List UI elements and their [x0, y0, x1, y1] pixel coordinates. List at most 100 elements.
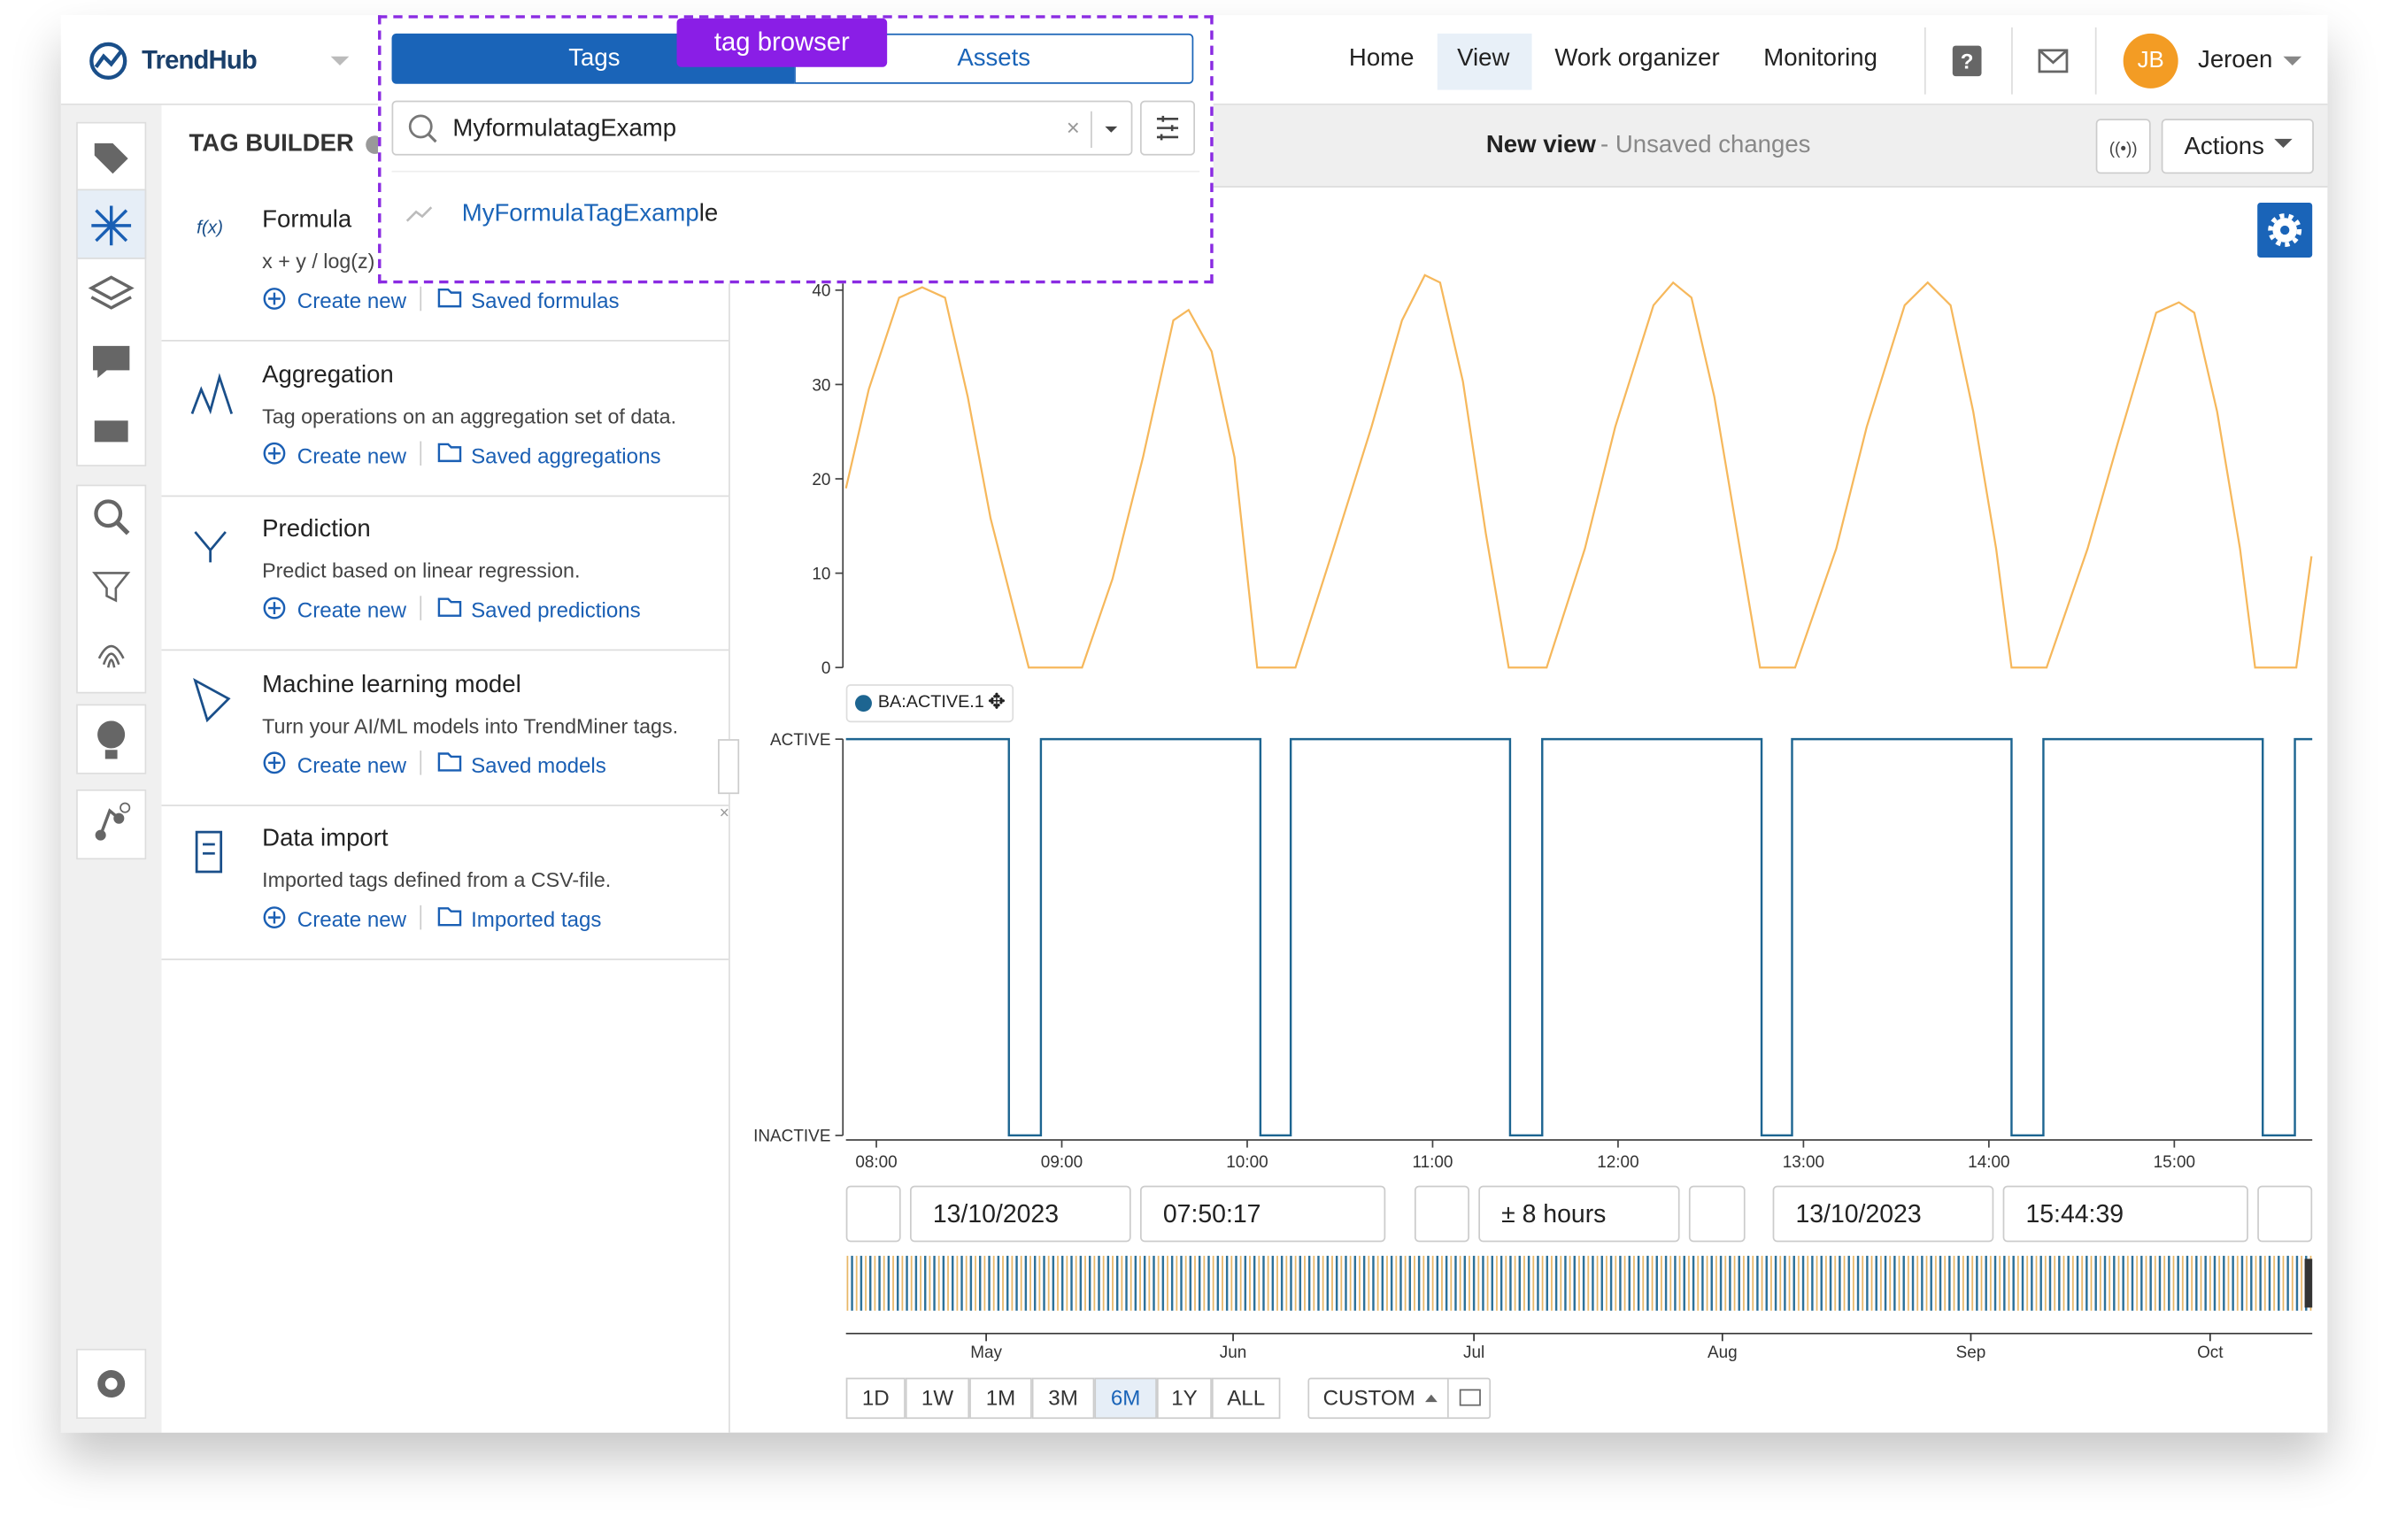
folder-icon	[437, 597, 462, 617]
x-tick-label: 09:00	[1041, 1153, 1083, 1172]
saved-link[interactable]: Saved models	[471, 751, 606, 777]
create-link[interactable]: Create new	[297, 906, 407, 932]
start-time-text[interactable]: 07:50:17	[1162, 1200, 1261, 1228]
y-tick-label: 0	[821, 659, 831, 678]
legend-dot	[855, 695, 872, 712]
item-separator	[161, 339, 729, 342]
prev-button[interactable]	[845, 1185, 901, 1243]
overview-month: Jul	[1463, 1344, 1484, 1362]
range-button[interactable]: 1D	[845, 1377, 906, 1420]
range-button[interactable]: 6M	[1094, 1377, 1157, 1420]
view-title: New view	[1485, 132, 1596, 159]
rail-button[interactable]	[76, 789, 147, 860]
nav-highlight	[1437, 33, 1532, 90]
panel-close[interactable]: ×	[719, 805, 729, 823]
nav-item[interactable]: Monitoring	[1763, 45, 1877, 72]
panel-resize-handle[interactable]	[718, 739, 740, 795]
y-tick-label: ACTIVE	[770, 731, 830, 750]
chart-button[interactable]	[1414, 1185, 1469, 1243]
saved-link[interactable]: Saved formulas	[471, 288, 620, 312]
rail-icons	[88, 142, 135, 1398]
live-button[interactable]: ((•))	[2095, 119, 2151, 174]
end-date-text[interactable]: 13/10/2023	[1795, 1200, 1922, 1228]
start-date-text[interactable]: 13/10/2023	[932, 1200, 1060, 1228]
actions-button[interactable]	[2161, 119, 2314, 174]
tab-label[interactable]: Assets	[957, 45, 1031, 72]
x-tick-label: 10:00	[1226, 1153, 1268, 1172]
actions-label[interactable]: Actions	[2184, 134, 2264, 160]
item-separator	[161, 959, 729, 960]
logo-icon	[89, 42, 127, 80]
item-description: Turn your AI/ML models into TrendMiner t…	[262, 713, 679, 737]
item-icon	[190, 373, 234, 415]
rail-button[interactable]	[76, 704, 147, 774]
user-name[interactable]: Jeroen	[2198, 47, 2273, 73]
search-input[interactable]: MyformulatagExamp	[452, 115, 677, 142]
y-tick-label: 20	[812, 471, 830, 489]
formula-icon: f(x)	[197, 216, 223, 238]
nav-item[interactable]: View	[1457, 45, 1510, 72]
item-description: x + y / log(z)	[262, 250, 375, 273]
search-box[interactable]	[391, 100, 1133, 156]
item-description: Tag operations on an aggregation set of …	[262, 404, 677, 428]
result-label[interactable]: MyFormulaTagExample	[462, 201, 718, 228]
caret[interactable]	[329, 53, 351, 68]
next-button[interactable]	[2257, 1185, 2313, 1243]
end-time-text[interactable]: 15:44:39	[2025, 1200, 2124, 1228]
x-tick-label: 14:00	[1968, 1153, 2009, 1172]
y-tick-label: 40	[812, 282, 830, 301]
overview-month: May	[970, 1344, 1002, 1362]
custom-label[interactable]: CUSTOM	[1322, 1385, 1415, 1410]
saved-link[interactable]: Saved predictions	[471, 597, 641, 622]
range-box[interactable]	[1478, 1185, 1680, 1243]
range-button[interactable]: 1W	[905, 1377, 970, 1420]
create-link[interactable]: Create new	[297, 597, 407, 622]
start-date[interactable]	[909, 1185, 1131, 1243]
item-links-icons	[263, 905, 462, 930]
svg-text:((•)): ((•))	[2109, 140, 2138, 158]
range-button[interactable]: ALL	[1211, 1377, 1281, 1420]
end-date[interactable]	[1772, 1185, 1994, 1243]
folder-icon	[437, 752, 462, 772]
start-time[interactable]	[1140, 1185, 1386, 1243]
move-icon[interactable]: ✥	[987, 689, 1006, 713]
range-button[interactable]: 1M	[969, 1377, 1032, 1420]
overview-handle[interactable]	[2304, 1259, 2313, 1308]
custom-icon	[1459, 1389, 1481, 1406]
tag-builder-panel	[161, 104, 730, 1433]
nav-item[interactable]: Home	[1348, 45, 1415, 72]
filter-button[interactable]	[1140, 100, 1196, 156]
x-tick-label: 13:00	[1783, 1153, 1824, 1172]
create-link[interactable]: Create new	[297, 751, 407, 777]
item-icon	[193, 678, 231, 723]
create-link[interactable]: Create new	[297, 288, 407, 312]
range-text[interactable]: ± 8 hours	[1501, 1200, 1607, 1228]
nav-item[interactable]: Work organizer	[1554, 45, 1720, 72]
avatar-initials[interactable]: JB	[2137, 47, 2164, 73]
item-title: Prediction	[262, 516, 371, 543]
end-time[interactable]	[2002, 1185, 2248, 1243]
range-button[interactable]: 1Y	[1156, 1377, 1212, 1420]
plus-icon	[263, 442, 286, 465]
folder-icon	[437, 288, 462, 308]
item-description: Predict based on linear regression.	[262, 558, 581, 582]
saved-link[interactable]: Imported tags	[471, 906, 602, 932]
settings-button[interactable]	[2257, 203, 2313, 258]
custom-button[interactable]	[1307, 1377, 1492, 1420]
annotation-badge	[676, 18, 888, 67]
tab-label[interactable]: Tags	[568, 45, 621, 72]
plus-icon	[268, 602, 281, 614]
history-button[interactable]	[1688, 1185, 1746, 1243]
x-tick-label: 11:00	[1412, 1153, 1453, 1172]
item-title: Machine learning model	[262, 671, 521, 697]
tag-type-icon	[405, 206, 433, 222]
y-tick-label: INACTIVE	[753, 1128, 830, 1146]
create-link[interactable]: Create new	[297, 443, 407, 467]
logo[interactable]: TrendHub	[142, 45, 258, 75]
overview-month: Jun	[1220, 1344, 1247, 1362]
view-status: - Unsaved changes	[1600, 132, 1811, 159]
search-result[interactable]	[391, 170, 1200, 258]
saved-link[interactable]: Saved aggregations	[471, 443, 661, 467]
range-button[interactable]: 3M	[1031, 1377, 1095, 1420]
legend-chip[interactable]	[845, 684, 1014, 723]
